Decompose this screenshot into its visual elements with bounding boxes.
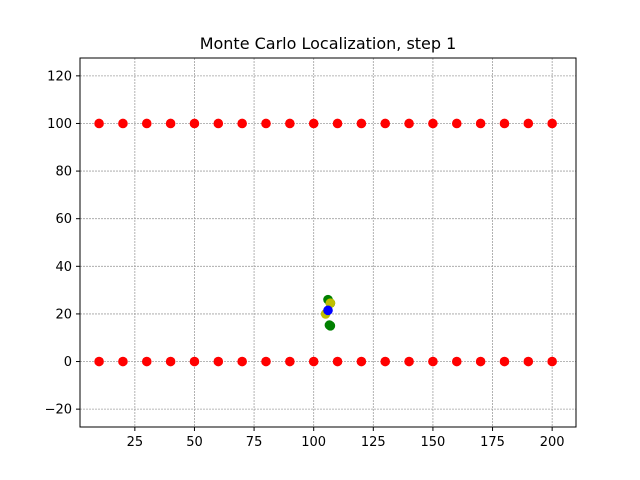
data-point	[523, 356, 534, 367]
data-point	[404, 118, 414, 129]
data-point	[332, 356, 343, 367]
y-tick-label: 60	[55, 212, 72, 227]
y-tick-label: 20	[55, 307, 72, 322]
data-point	[324, 320, 335, 330]
data-point	[213, 118, 224, 129]
data-point	[380, 356, 391, 367]
data-point	[547, 118, 557, 129]
x-tick-label: 50	[186, 435, 203, 450]
x-tick-label: 200	[540, 435, 565, 450]
data-point	[499, 118, 510, 129]
data-point	[475, 356, 486, 367]
y-tick-label: 100	[47, 117, 72, 132]
y-tick-label: 120	[47, 69, 72, 84]
data-point	[308, 356, 319, 367]
data-point	[189, 356, 200, 367]
data-point	[356, 118, 367, 129]
data-point	[451, 118, 462, 129]
data-point	[237, 118, 247, 129]
x-tick-label: 25	[127, 435, 144, 450]
x-tick-label: 125	[361, 435, 386, 450]
data-point	[118, 356, 128, 367]
axis-ticks: 25 50 75 100 125 150 175 200 −20 0 20 40 60 80 100 120	[45, 69, 565, 450]
data-points	[94, 118, 557, 367]
data-point	[404, 356, 414, 367]
data-point	[94, 118, 104, 129]
x-tick-label: 75	[246, 435, 263, 450]
data-point	[332, 118, 343, 129]
data-point	[308, 118, 319, 129]
y-tick-label: 0	[64, 355, 72, 370]
y-tick-label: 80	[55, 165, 72, 180]
y-tick-label: −20	[45, 403, 72, 418]
data-point	[94, 356, 104, 367]
data-point	[141, 118, 152, 129]
data-point	[165, 356, 176, 367]
data-point	[261, 118, 271, 129]
data-point	[118, 118, 128, 129]
data-point	[323, 305, 333, 316]
data-point	[356, 356, 367, 367]
data-point	[547, 356, 557, 367]
x-tick-label: 175	[480, 435, 505, 450]
x-tick-label: 100	[301, 435, 326, 450]
data-point	[475, 118, 486, 129]
axes-frame	[79, 57, 577, 428]
data-point	[523, 118, 534, 129]
data-point	[451, 356, 462, 367]
y-tick-label: 40	[55, 260, 72, 275]
data-point	[261, 356, 271, 367]
data-point	[141, 356, 152, 367]
data-point	[285, 356, 295, 367]
data-point	[428, 118, 438, 129]
data-point	[237, 356, 247, 367]
data-point	[213, 356, 224, 367]
data-point	[285, 118, 295, 129]
data-point	[189, 118, 200, 129]
x-tick-label: 150	[421, 435, 446, 450]
data-point	[165, 118, 176, 129]
data-point	[499, 356, 510, 367]
data-point	[428, 356, 438, 367]
data-point	[380, 118, 391, 129]
grid-lines	[80, 58, 576, 427]
chart-title: Monte Carlo Localization, step 1	[200, 34, 457, 53]
